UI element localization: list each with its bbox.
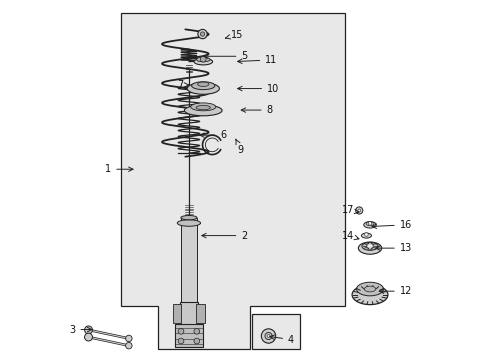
- Text: 11: 11: [237, 55, 277, 65]
- Ellipse shape: [361, 233, 371, 238]
- Ellipse shape: [190, 103, 215, 111]
- Polygon shape: [251, 315, 300, 348]
- Circle shape: [264, 332, 271, 339]
- Circle shape: [364, 233, 367, 236]
- Ellipse shape: [191, 82, 214, 90]
- Text: 9: 9: [235, 139, 244, 154]
- Ellipse shape: [363, 222, 376, 228]
- Circle shape: [200, 32, 204, 36]
- Text: 15: 15: [225, 30, 243, 40]
- Ellipse shape: [196, 57, 210, 62]
- Circle shape: [366, 243, 372, 249]
- Circle shape: [84, 333, 92, 341]
- Ellipse shape: [177, 220, 200, 226]
- Text: 4: 4: [269, 334, 294, 345]
- Ellipse shape: [366, 222, 373, 226]
- Ellipse shape: [351, 285, 387, 305]
- Polygon shape: [172, 304, 181, 323]
- Text: 8: 8: [241, 105, 272, 115]
- Text: 16: 16: [371, 220, 411, 230]
- Circle shape: [178, 328, 183, 334]
- Ellipse shape: [196, 105, 210, 110]
- Ellipse shape: [181, 216, 197, 220]
- Text: 7: 7: [177, 80, 188, 90]
- Text: 5: 5: [203, 51, 247, 61]
- Polygon shape: [181, 218, 196, 302]
- Circle shape: [261, 329, 275, 343]
- Ellipse shape: [361, 242, 377, 250]
- Text: 6: 6: [200, 130, 225, 140]
- Polygon shape: [175, 324, 202, 347]
- Polygon shape: [180, 302, 198, 325]
- Ellipse shape: [356, 282, 383, 296]
- Circle shape: [266, 334, 269, 337]
- Circle shape: [198, 30, 207, 39]
- Text: 2: 2: [202, 231, 247, 240]
- Ellipse shape: [187, 83, 219, 94]
- Text: 14: 14: [342, 231, 358, 240]
- Text: 10: 10: [237, 84, 279, 94]
- Circle shape: [355, 207, 362, 214]
- Polygon shape: [121, 13, 344, 348]
- Ellipse shape: [364, 286, 375, 292]
- Ellipse shape: [197, 82, 208, 86]
- Ellipse shape: [358, 242, 381, 254]
- Circle shape: [367, 222, 371, 225]
- Text: 1: 1: [105, 164, 133, 174]
- Text: 13: 13: [375, 243, 411, 253]
- Circle shape: [178, 338, 183, 344]
- Circle shape: [125, 342, 132, 349]
- Text: 17: 17: [342, 206, 358, 216]
- Text: 12: 12: [379, 286, 411, 296]
- Circle shape: [200, 56, 206, 62]
- Text: 3: 3: [69, 325, 92, 334]
- Circle shape: [84, 326, 92, 334]
- Circle shape: [194, 338, 199, 344]
- Ellipse shape: [194, 58, 212, 65]
- Circle shape: [125, 335, 132, 342]
- Polygon shape: [196, 304, 204, 323]
- Circle shape: [357, 209, 360, 212]
- Circle shape: [194, 328, 199, 334]
- Ellipse shape: [184, 105, 222, 116]
